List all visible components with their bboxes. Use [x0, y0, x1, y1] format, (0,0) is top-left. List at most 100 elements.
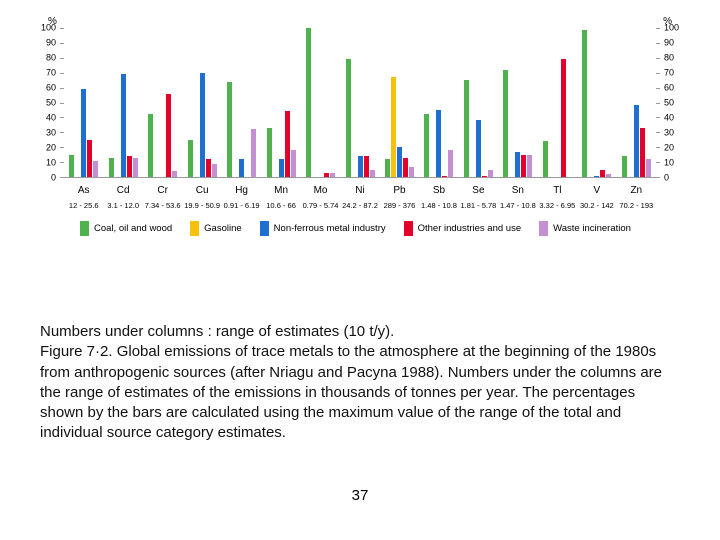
bar-group [419, 28, 458, 177]
legend-swatch [404, 221, 413, 236]
range-label: 1.81 - 5.78 [459, 201, 498, 210]
bar-other [166, 94, 171, 177]
y-tick-label: 100 [664, 24, 679, 33]
category-label: Cd [103, 185, 142, 196]
bar-waste [409, 167, 414, 177]
bar-nonferr [239, 159, 244, 177]
bar-group [459, 28, 498, 177]
range-label: 24.2 - 87.2 [340, 201, 379, 210]
bar-coal [346, 59, 351, 177]
category-labels: AsCdCrCuHgMnMoNiPbSbSeSnTlVZn [64, 185, 656, 196]
legend-item: Other industries and use [404, 221, 522, 236]
y-ticks-left: 0102030405060708090100 [20, 28, 60, 178]
bar-groups [64, 28, 656, 177]
range-label: 1.47 - 10.8 [498, 201, 537, 210]
bar-waste [370, 170, 375, 177]
page-root: % % 0102030405060708090100 0102030405060… [0, 0, 720, 540]
bar-coal [582, 30, 587, 178]
bar-group [380, 28, 419, 177]
y-tick-label: 10 [46, 159, 56, 168]
legend-label: Other industries and use [418, 223, 522, 234]
legend-swatch [80, 221, 89, 236]
category-label: Ni [340, 185, 379, 196]
category-label: V [577, 185, 616, 196]
bar-group [498, 28, 537, 177]
legend-item: Waste incineration [539, 221, 631, 236]
bar-group [340, 28, 379, 177]
legend-item: Gasoline [190, 221, 242, 236]
range-label: 0.79 - 5.74 [301, 201, 340, 210]
y-tick-label: 60 [46, 84, 56, 93]
bar-group [143, 28, 182, 177]
legend-item: Coal, oil and wood [80, 221, 172, 236]
category-label: Hg [222, 185, 261, 196]
y-tick-label: 50 [46, 99, 56, 108]
legend-label: Waste incineration [553, 223, 631, 234]
y-tick-label: 90 [46, 39, 56, 48]
category-label: Mo [301, 185, 340, 196]
bar-waste [527, 155, 532, 177]
bar-other [442, 176, 447, 177]
range-label: 3.32 - 6.95 [538, 201, 577, 210]
legend: Coal, oil and wood Gasoline Non-ferrous me… [80, 221, 680, 236]
category-label: Sb [419, 185, 458, 196]
bar-other [87, 140, 92, 177]
range-label: 7.34 - 53.6 [143, 201, 182, 210]
legend-swatch [260, 221, 269, 236]
bar-nonferr [397, 147, 402, 177]
y-tick-label: 50 [664, 99, 674, 108]
bar-nonferr [594, 176, 599, 177]
y-tick-label: 0 [51, 174, 56, 183]
bar-nonferr [121, 74, 126, 177]
bar-coal [385, 159, 390, 177]
bar-nonferr [515, 152, 520, 177]
bar-waste [93, 161, 98, 177]
bar-nonferr [279, 159, 284, 177]
y-tick-label: 10 [664, 159, 674, 168]
y-tick-label: 0 [664, 174, 669, 183]
range-label: 1.48 - 10.8 [419, 201, 458, 210]
bar-coal [543, 141, 548, 177]
bar-group [64, 28, 103, 177]
bar-gasoline [391, 77, 396, 177]
plot-area [64, 28, 656, 178]
category-label: Sn [498, 185, 537, 196]
bar-coal [622, 156, 627, 177]
emissions-chart: % % 0102030405060708090100 0102030405060… [20, 18, 700, 238]
range-labels: 12 - 25.63.1 - 12.07.34 - 53.619.9 - 50.… [64, 201, 656, 210]
bar-other [561, 59, 566, 177]
y-tick-label: 70 [664, 69, 674, 78]
bar-coal [503, 70, 508, 177]
bar-nonferr [634, 105, 639, 177]
range-label: 3.1 - 12.0 [103, 201, 142, 210]
bar-nonferr [436, 110, 441, 177]
bar-other [206, 159, 211, 177]
category-label: Pb [380, 185, 419, 196]
bar-group [222, 28, 261, 177]
bar-other [364, 156, 369, 177]
bar-nonferr [476, 120, 481, 177]
y-tick-label: 90 [664, 39, 674, 48]
category-label: Cu [182, 185, 221, 196]
y-tick-label: 30 [664, 129, 674, 138]
y-ticks-right: 0102030405060708090100 [660, 28, 700, 178]
range-label: 30.2 - 142 [577, 201, 616, 210]
bar-coal [109, 158, 114, 177]
bar-other [285, 111, 290, 177]
bar-other [640, 128, 645, 177]
page-number: 37 [0, 487, 720, 504]
y-tick-label: 80 [664, 54, 674, 63]
bar-coal [267, 128, 272, 177]
bar-other [600, 170, 605, 177]
bar-waste [212, 164, 217, 177]
legend-label: Non-ferrous metal industry [274, 223, 386, 234]
y-tick-label: 70 [46, 69, 56, 78]
y-tick-label: 20 [46, 144, 56, 153]
bar-coal [227, 82, 232, 177]
range-label: 12 - 25.6 [64, 201, 103, 210]
caption-line-note: Numbers under columns : range of estimat… [40, 322, 680, 342]
y-tick-label: 80 [46, 54, 56, 63]
range-label: 19.9 - 50.9 [182, 201, 221, 210]
y-tick-label: 40 [664, 114, 674, 123]
bar-waste [330, 173, 335, 177]
